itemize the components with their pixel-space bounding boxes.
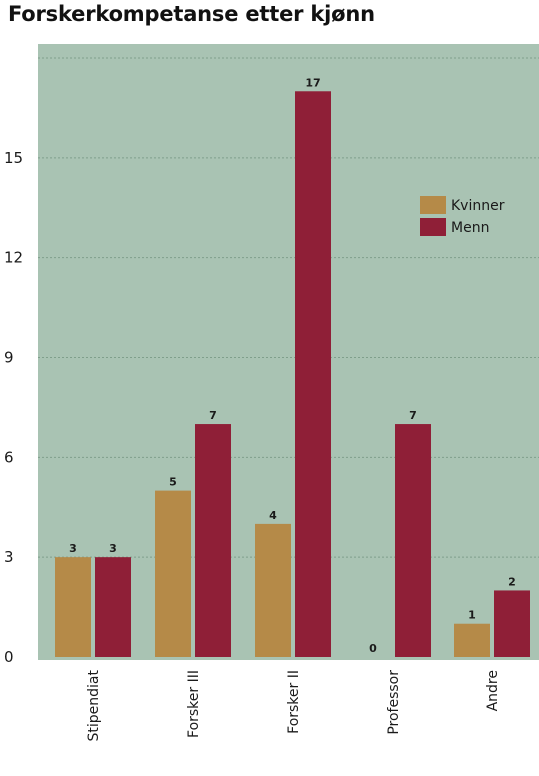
data-label: 3: [109, 542, 117, 555]
x-category-label: Andre: [485, 670, 501, 711]
bar-menn: [95, 557, 131, 657]
x-category-label: Forsker II: [286, 670, 302, 734]
data-label: 7: [409, 409, 417, 422]
legend-swatch: [420, 196, 446, 214]
chart-title: Forskerkompetanse etter kjønn: [8, 2, 375, 26]
legend: Kvinner Menn: [420, 196, 505, 236]
data-label: 5: [169, 476, 177, 489]
bar-kvinner: [454, 623, 490, 657]
y-tick-label: 3: [4, 548, 14, 566]
bars: [55, 91, 530, 658]
data-labels: 3 3 5 7 4 17 0 7 1 2: [69, 76, 516, 655]
bar-menn: [195, 424, 231, 657]
y-tick-label: 15: [4, 149, 23, 167]
y-axis: 0 3 6 9 12 15: [4, 149, 23, 666]
y-tick-label: 6: [4, 448, 14, 466]
bar-kvinner: [155, 490, 191, 657]
bar-menn: [494, 590, 530, 657]
gridlines: [38, 57, 539, 558]
x-category-label: Stipendiat: [86, 669, 102, 741]
legend-label: Kvinner: [451, 198, 505, 214]
y-tick-label: 9: [4, 349, 14, 367]
data-label: 0: [369, 642, 377, 655]
bar-menn: [295, 91, 331, 658]
x-category-label: Professor: [386, 670, 402, 735]
y-tick-label: 0: [4, 648, 14, 666]
data-label: 2: [508, 575, 516, 588]
x-axis: Stipendiat Forsker III Forsker II Professor…: [86, 669, 501, 741]
bar-kvinner: [55, 557, 91, 657]
bar-kvinner: [255, 523, 291, 657]
data-label: 1: [468, 609, 476, 622]
legend-swatch: [420, 218, 446, 236]
y-tick-label: 12: [4, 249, 23, 267]
bar-menn: [395, 424, 431, 657]
data-label: 7: [209, 409, 217, 422]
x-category-label: Forsker III: [186, 670, 202, 738]
data-label: 17: [305, 76, 320, 89]
data-label: 4: [269, 509, 277, 522]
legend-label: Menn: [451, 220, 489, 236]
data-label: 3: [69, 542, 77, 555]
